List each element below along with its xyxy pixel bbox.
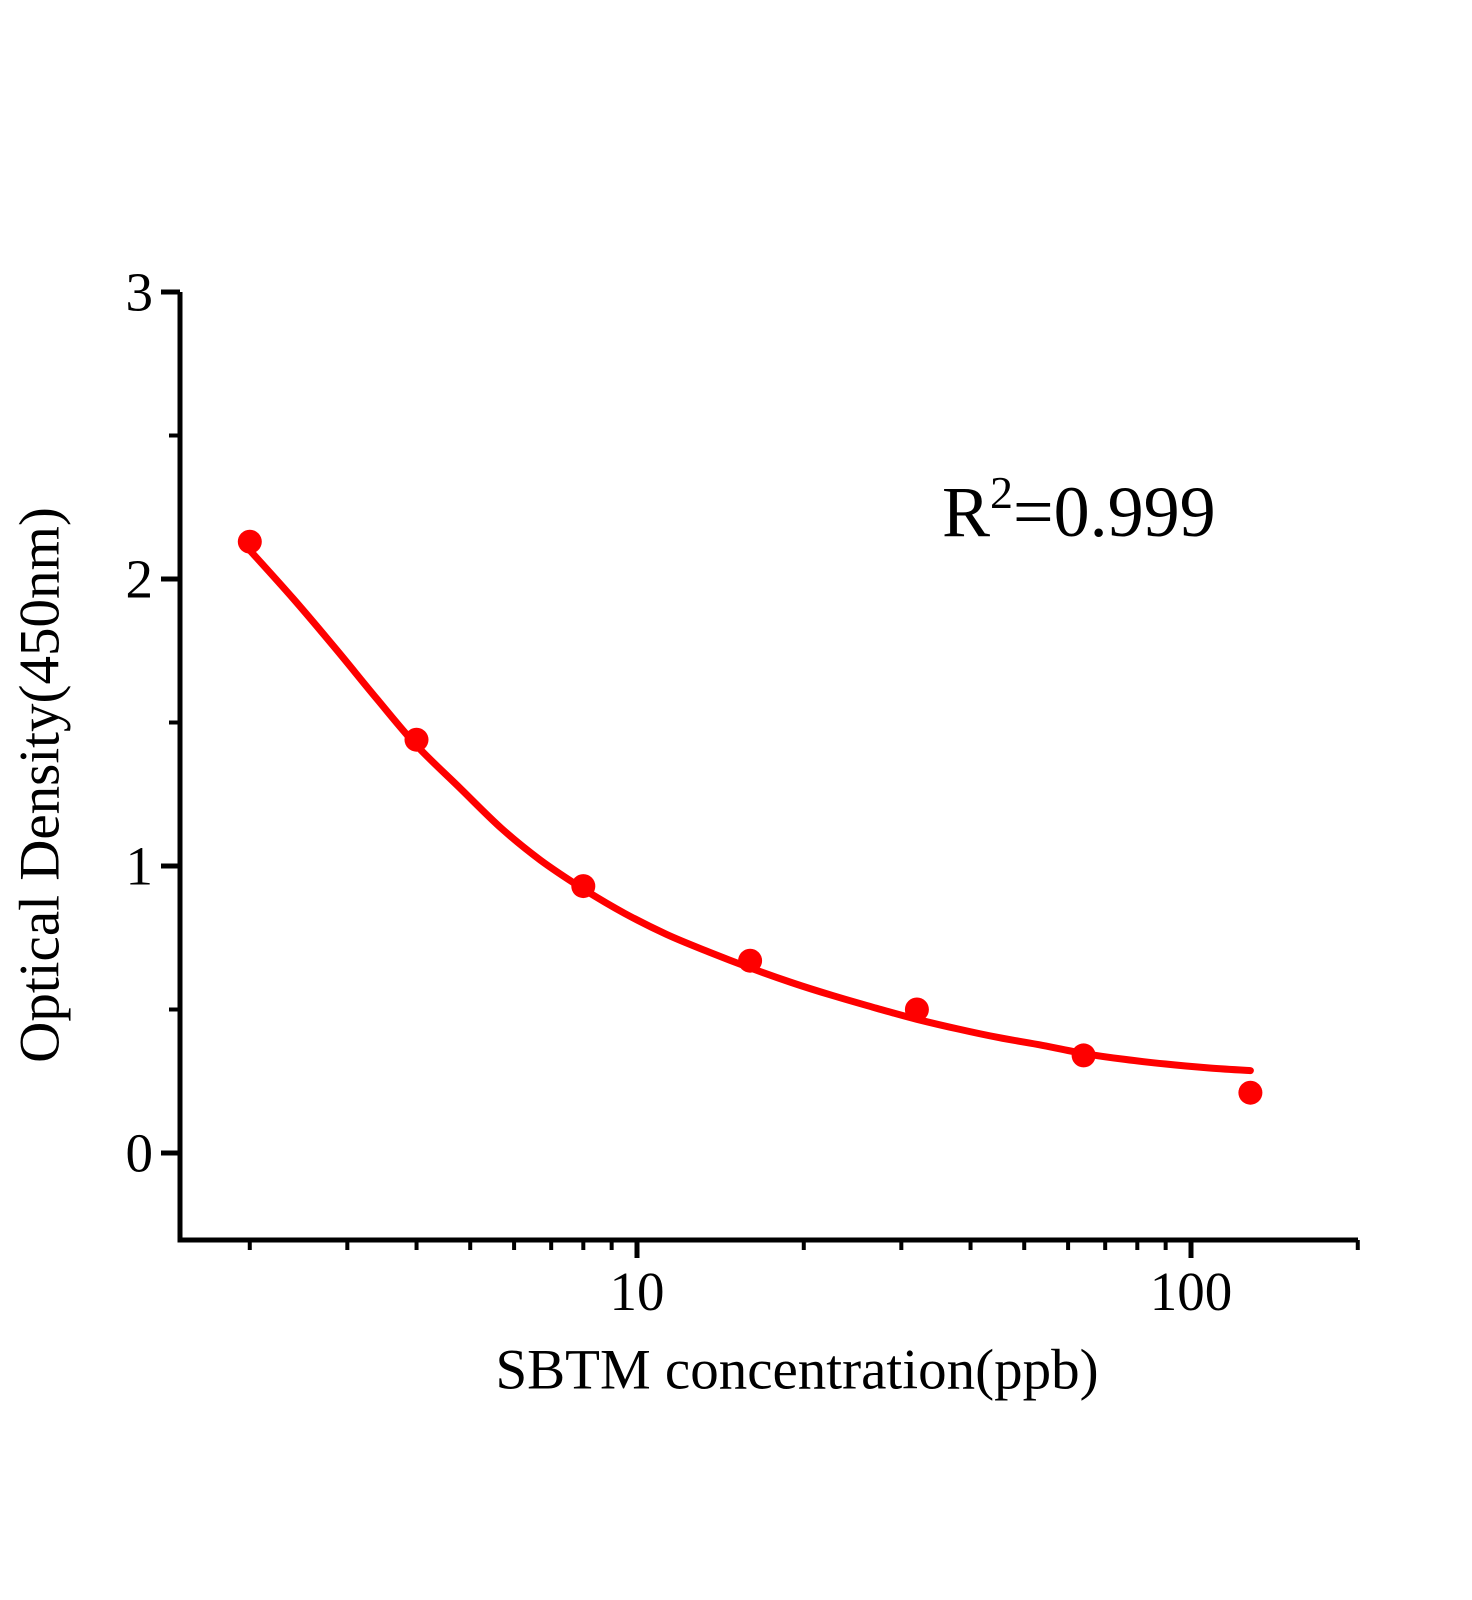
- x-axis-title: SBTM concentration(ppb): [495, 1338, 1099, 1402]
- data-point-16ppb: [738, 948, 763, 973]
- data-point-8ppb: [571, 874, 596, 899]
- fit-curve-line: [246, 546, 1254, 1075]
- y-tick-label: 0: [126, 1123, 154, 1184]
- r-squared-value: =0.999: [1013, 472, 1216, 552]
- r-squared-annotation: R2=0.999: [942, 467, 1216, 549]
- data-point-4ppb: [404, 727, 429, 752]
- y-tick-label: 3: [126, 262, 154, 323]
- data-point-2ppb: [237, 529, 262, 554]
- data-point-32ppb: [904, 997, 929, 1022]
- y-tick-label: 2: [126, 549, 154, 610]
- y-tick-label: 1: [126, 836, 154, 897]
- r-squared-exponent: 2: [990, 467, 1014, 518]
- r-squared-base: R: [942, 472, 991, 552]
- data-point-64ppb: [1071, 1043, 1096, 1068]
- data-point-128ppb: [1238, 1080, 1263, 1105]
- x-tick-label: 100: [1150, 1261, 1233, 1322]
- x-tick-label: 10: [610, 1261, 665, 1322]
- y-axis-title: Optical Density(450nm): [8, 507, 72, 1063]
